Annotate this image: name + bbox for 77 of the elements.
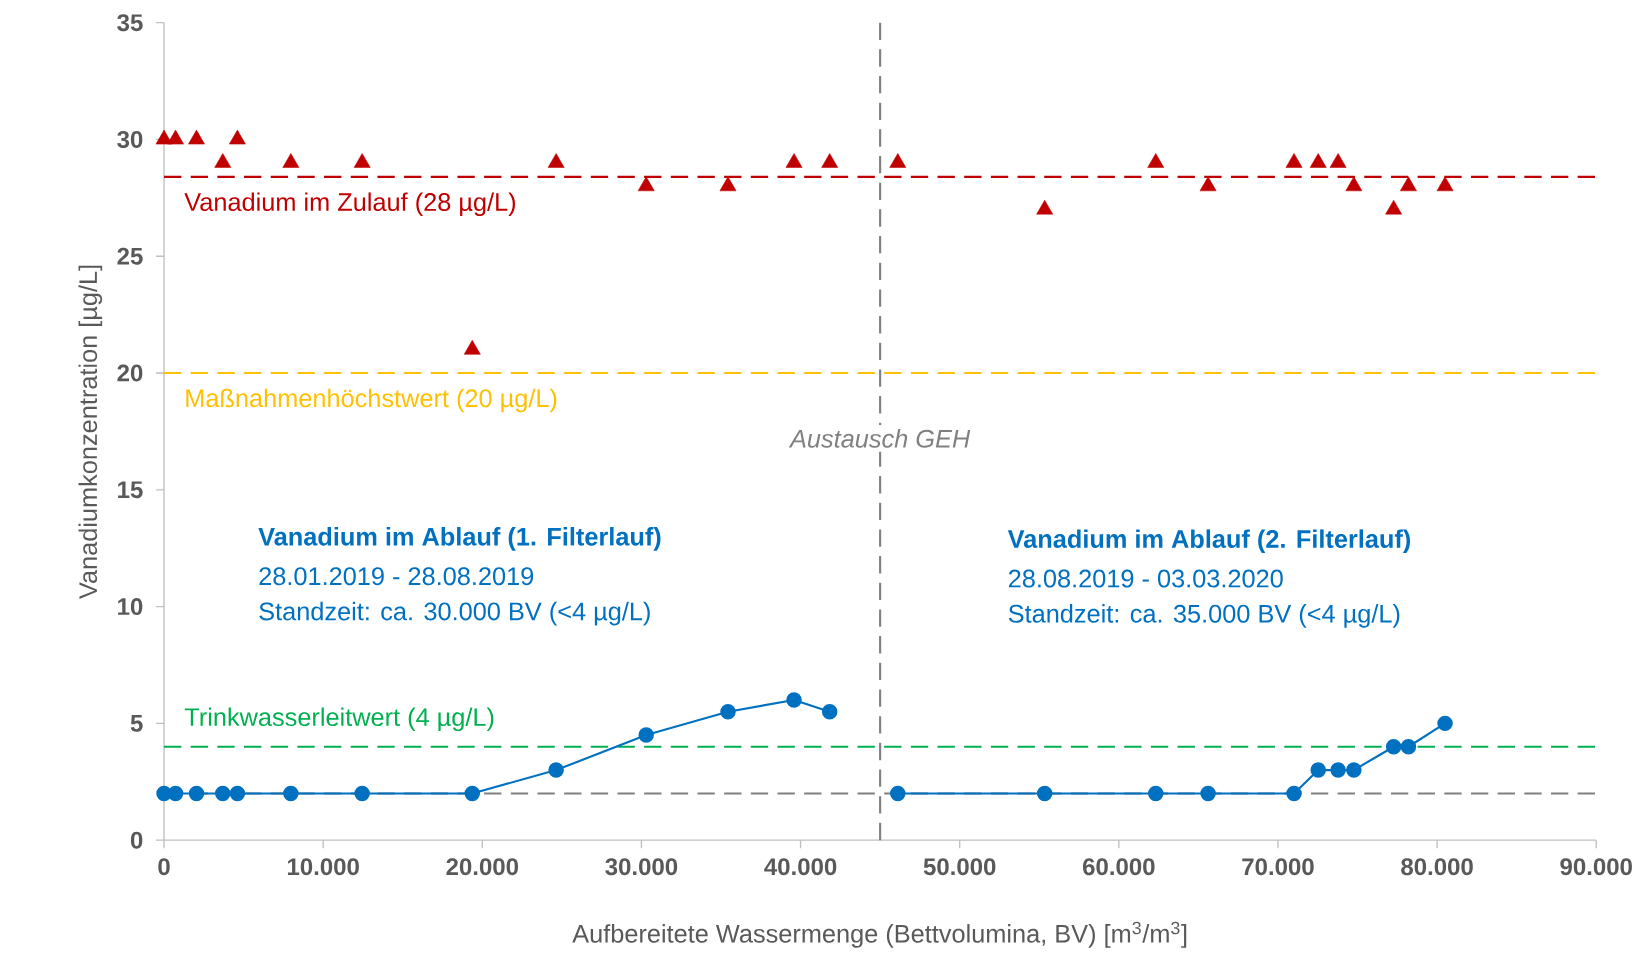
point (719, 176, 737, 191)
point (1285, 153, 1303, 168)
ref-line-label: Trinkwasserleitwert (4 µg/L) (184, 707, 494, 732)
x-tick-label: 10.000 (287, 858, 359, 876)
point (1385, 738, 1402, 755)
y-tick-label: 20 (117, 364, 143, 382)
point (821, 153, 839, 168)
point (1436, 176, 1454, 191)
point (1036, 199, 1054, 215)
point (188, 129, 205, 145)
point (1310, 762, 1326, 778)
ref-line-label: Vanadium im Zulauf (28 µg/L) (184, 192, 516, 216)
annotation: Vanadium im Ablauf (2. Filterlauf) (1007, 529, 1411, 553)
point (215, 785, 231, 802)
y-tick-label: 10 (118, 597, 143, 615)
point (1148, 785, 1164, 802)
y-tick-label: 5 (130, 714, 143, 732)
annotation: 28.08.2019 - 03.03.2020 (1008, 569, 1283, 588)
y-tick-label: 35 (117, 14, 143, 32)
point (638, 727, 654, 743)
point (283, 785, 299, 802)
point (1329, 153, 1347, 168)
point (229, 785, 246, 802)
x-tick-label: 40.000 (764, 858, 837, 876)
point (1200, 785, 1216, 802)
x-tick-label: 60.000 (1082, 858, 1155, 876)
x-tick-label: 80.000 (1401, 858, 1473, 876)
annotation: 28.01.2019 - 28.08.2019 (259, 567, 534, 586)
point (229, 129, 246, 145)
point (1345, 176, 1363, 191)
point (1400, 176, 1417, 191)
point (155, 129, 173, 145)
point (354, 785, 370, 802)
x-tick-label: 50.000 (923, 858, 996, 876)
x-tick-label: 0 (158, 858, 170, 876)
point (463, 339, 481, 355)
annotation: Standzeit: ca. 35.000 BV (<4 µg/L) (1008, 604, 1400, 628)
point (890, 785, 906, 802)
point (1400, 738, 1417, 755)
point (282, 153, 300, 168)
y-tick-label: 25 (117, 247, 143, 265)
y-tick-label: 30 (117, 130, 143, 148)
point (1330, 762, 1346, 778)
point (464, 785, 481, 802)
point (547, 153, 565, 168)
y-axis-title: Vanadiumkonzentration [µg/L] (78, 265, 103, 599)
point (188, 785, 205, 802)
point (637, 176, 655, 191)
point (1199, 176, 1217, 191)
point (214, 153, 232, 168)
point (1147, 153, 1165, 168)
point (167, 129, 184, 145)
point (786, 692, 802, 708)
x-tick-label: 70.000 (1242, 858, 1314, 876)
ref-line-label: Austausch GEH (788, 429, 971, 448)
point (1036, 785, 1053, 802)
point (167, 785, 184, 802)
point (785, 153, 803, 168)
point (1385, 199, 1402, 215)
x-tick-label: 90.000 (1560, 858, 1632, 876)
point (353, 153, 371, 168)
x-tick-label: 20.000 (446, 858, 519, 876)
point (889, 153, 907, 168)
point (821, 703, 838, 720)
y-tick-label: 15 (118, 481, 143, 499)
y-tick-label: 0 (130, 831, 143, 849)
point (1346, 762, 1362, 778)
x-tick-label: 30.000 (605, 858, 678, 876)
x-axis-title: Aufbereitete Wassermenge (Bettvolumina, BV) [m$^{3}$/m$^{3}$] (572, 921, 1187, 948)
point (1437, 715, 1453, 732)
annotation: Standzeit: ca. 30.000 BV (<4 µg/L) (259, 601, 650, 626)
point (1309, 153, 1327, 168)
annotation: Vanadium im Ablauf (1. Filterlauf) (258, 526, 661, 551)
point (1286, 785, 1302, 802)
point (548, 762, 564, 778)
point (720, 703, 736, 720)
ref-line-label: Maßnahmenhöchstwert (20 µg/L) (186, 388, 557, 413)
